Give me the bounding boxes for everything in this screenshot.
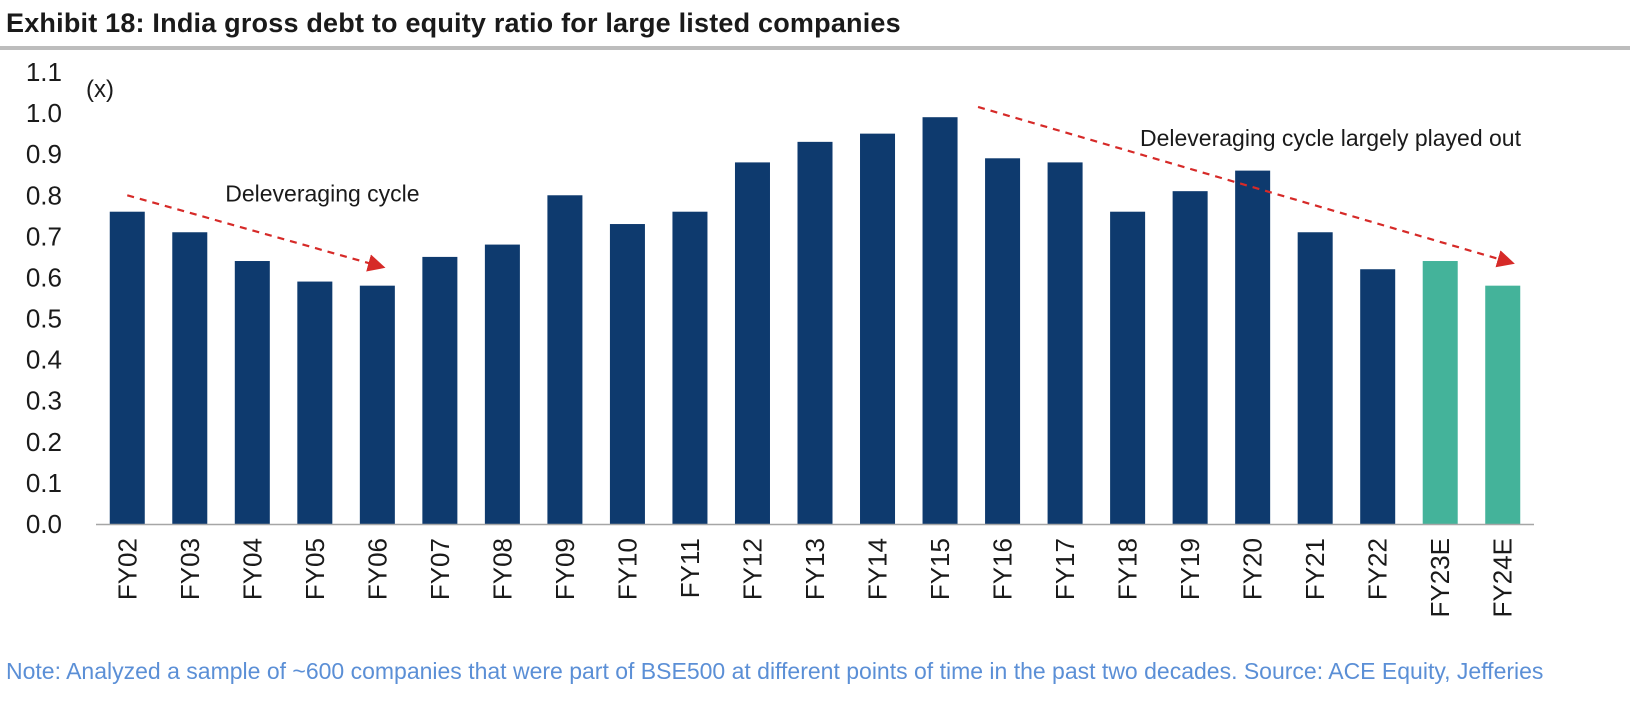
deleveraging-arrow-1 xyxy=(126,194,386,272)
y-tick-label: 0.2 xyxy=(26,427,62,457)
annotations: Deleveraging cycle Deleveraging cycle lar… xyxy=(126,105,1522,272)
debt-equity-bar-chart: 0.00.10.20.30.40.50.60.70.80.91.01.1(x) … xyxy=(26,57,1534,618)
y-tick-label: 1.0 xyxy=(26,98,62,128)
x-tick-label: FY18 xyxy=(1113,538,1143,600)
x-tick-label: FY11 xyxy=(675,538,705,598)
y-tick-label: 0.1 xyxy=(26,468,62,498)
x-tick-label: FY15 xyxy=(925,538,955,600)
bar-fy14 xyxy=(860,133,896,524)
source-note: Note: Analyzed a sample of ~600 companie… xyxy=(6,658,1544,684)
x-tick-label: FY07 xyxy=(425,538,455,600)
x-tick-label: FY05 xyxy=(300,538,330,600)
bar-fy11 xyxy=(672,211,708,524)
y-tick-label: 0.4 xyxy=(26,345,62,375)
bars xyxy=(109,117,1521,525)
bar-fy10 xyxy=(609,224,645,524)
y-tick-label: 0.5 xyxy=(26,304,62,334)
y-tick-label: 0.3 xyxy=(26,386,62,416)
bar-fy09 xyxy=(547,195,583,525)
x-tick-label: FY22 xyxy=(1363,538,1393,600)
bar-fy04 xyxy=(234,261,270,524)
title-divider xyxy=(0,46,1630,50)
y-axis: 0.0 0.1 0.2 0.3 0.4 0.5 0.6 0.7 0.8 0.9 1.0 1.1 (x) xyxy=(26,57,114,539)
bar-fy23e xyxy=(1422,261,1458,524)
x-tick-label: FY12 xyxy=(737,538,767,600)
bar-fy20 xyxy=(1235,170,1271,525)
x-tick-label: FY13 xyxy=(800,538,830,600)
bar-fy02 xyxy=(109,211,145,524)
bar-fy24e xyxy=(1485,285,1521,524)
bar-fy13 xyxy=(797,141,833,524)
bar-fy17 xyxy=(1047,162,1083,524)
x-tick-label: FY09 xyxy=(550,538,580,600)
x-tick-label: FY08 xyxy=(487,538,517,600)
chart-title: Exhibit 18: India gross debt to equity r… xyxy=(6,8,901,38)
y-tick-label: 1.1 xyxy=(26,57,62,87)
annotation-deleveraging-cycle: Deleveraging cycle xyxy=(225,180,419,206)
x-axis: FY02 FY03 FY04 FY05 FY06 FY07 FY08 FY09 FY10 FY11… xyxy=(96,523,1534,618)
y-unit-label: (x) xyxy=(86,76,114,103)
x-tick-label: FY19 xyxy=(1175,538,1205,600)
bar-fy07 xyxy=(422,256,458,524)
bar-fy03 xyxy=(172,232,208,524)
x-tick-label: FY21 xyxy=(1300,538,1330,600)
x-tick-label: FY20 xyxy=(1238,538,1268,600)
x-tick-label: FY14 xyxy=(863,538,893,600)
bar-fy19 xyxy=(1172,191,1208,524)
bar-fy06 xyxy=(359,285,395,524)
x-tick-label: FY10 xyxy=(612,538,642,600)
y-tick-label: 0.8 xyxy=(26,180,62,210)
x-tick-label: FY17 xyxy=(1050,538,1080,600)
x-tick-label: FY23E xyxy=(1425,538,1455,618)
bar-fy12 xyxy=(734,162,770,524)
bar-fy18 xyxy=(1110,211,1146,524)
x-tick-label: FY24E xyxy=(1488,538,1518,618)
y-tick-label: 0.7 xyxy=(26,221,62,251)
bar-fy22 xyxy=(1360,269,1396,524)
bar-fy16 xyxy=(985,158,1021,525)
x-tick-label: FY04 xyxy=(237,538,267,600)
deleveraging-arrow-2 xyxy=(977,105,1515,268)
annotation-deleveraging-played-out: Deleveraging cycle largely played out xyxy=(1140,125,1522,151)
bar-fy21 xyxy=(1297,232,1333,524)
y-tick-label: 0.0 xyxy=(26,509,62,539)
x-tick-label: FY02 xyxy=(112,538,142,600)
bar-fy15 xyxy=(922,117,958,524)
bar-fy05 xyxy=(297,281,333,524)
x-tick-label: FY06 xyxy=(362,538,392,600)
x-tick-label: FY03 xyxy=(175,538,205,600)
y-tick-label: 0.9 xyxy=(26,139,62,169)
x-tick-label: FY16 xyxy=(988,538,1018,600)
y-tick-label: 0.6 xyxy=(26,262,62,292)
bar-fy08 xyxy=(484,244,520,524)
